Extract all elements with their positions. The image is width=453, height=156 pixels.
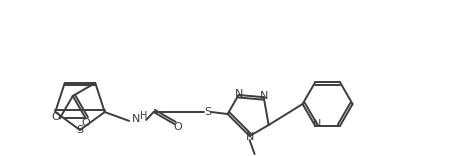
Text: O: O (82, 119, 90, 129)
Text: N: N (234, 89, 243, 99)
Text: O: O (173, 122, 182, 132)
Text: N: N (246, 132, 254, 142)
Text: S: S (77, 125, 83, 135)
Text: N: N (260, 91, 268, 101)
Text: N: N (313, 119, 321, 129)
Text: H: H (140, 111, 148, 121)
Text: S: S (204, 107, 211, 117)
Text: N: N (132, 114, 140, 124)
Text: O: O (51, 112, 60, 122)
